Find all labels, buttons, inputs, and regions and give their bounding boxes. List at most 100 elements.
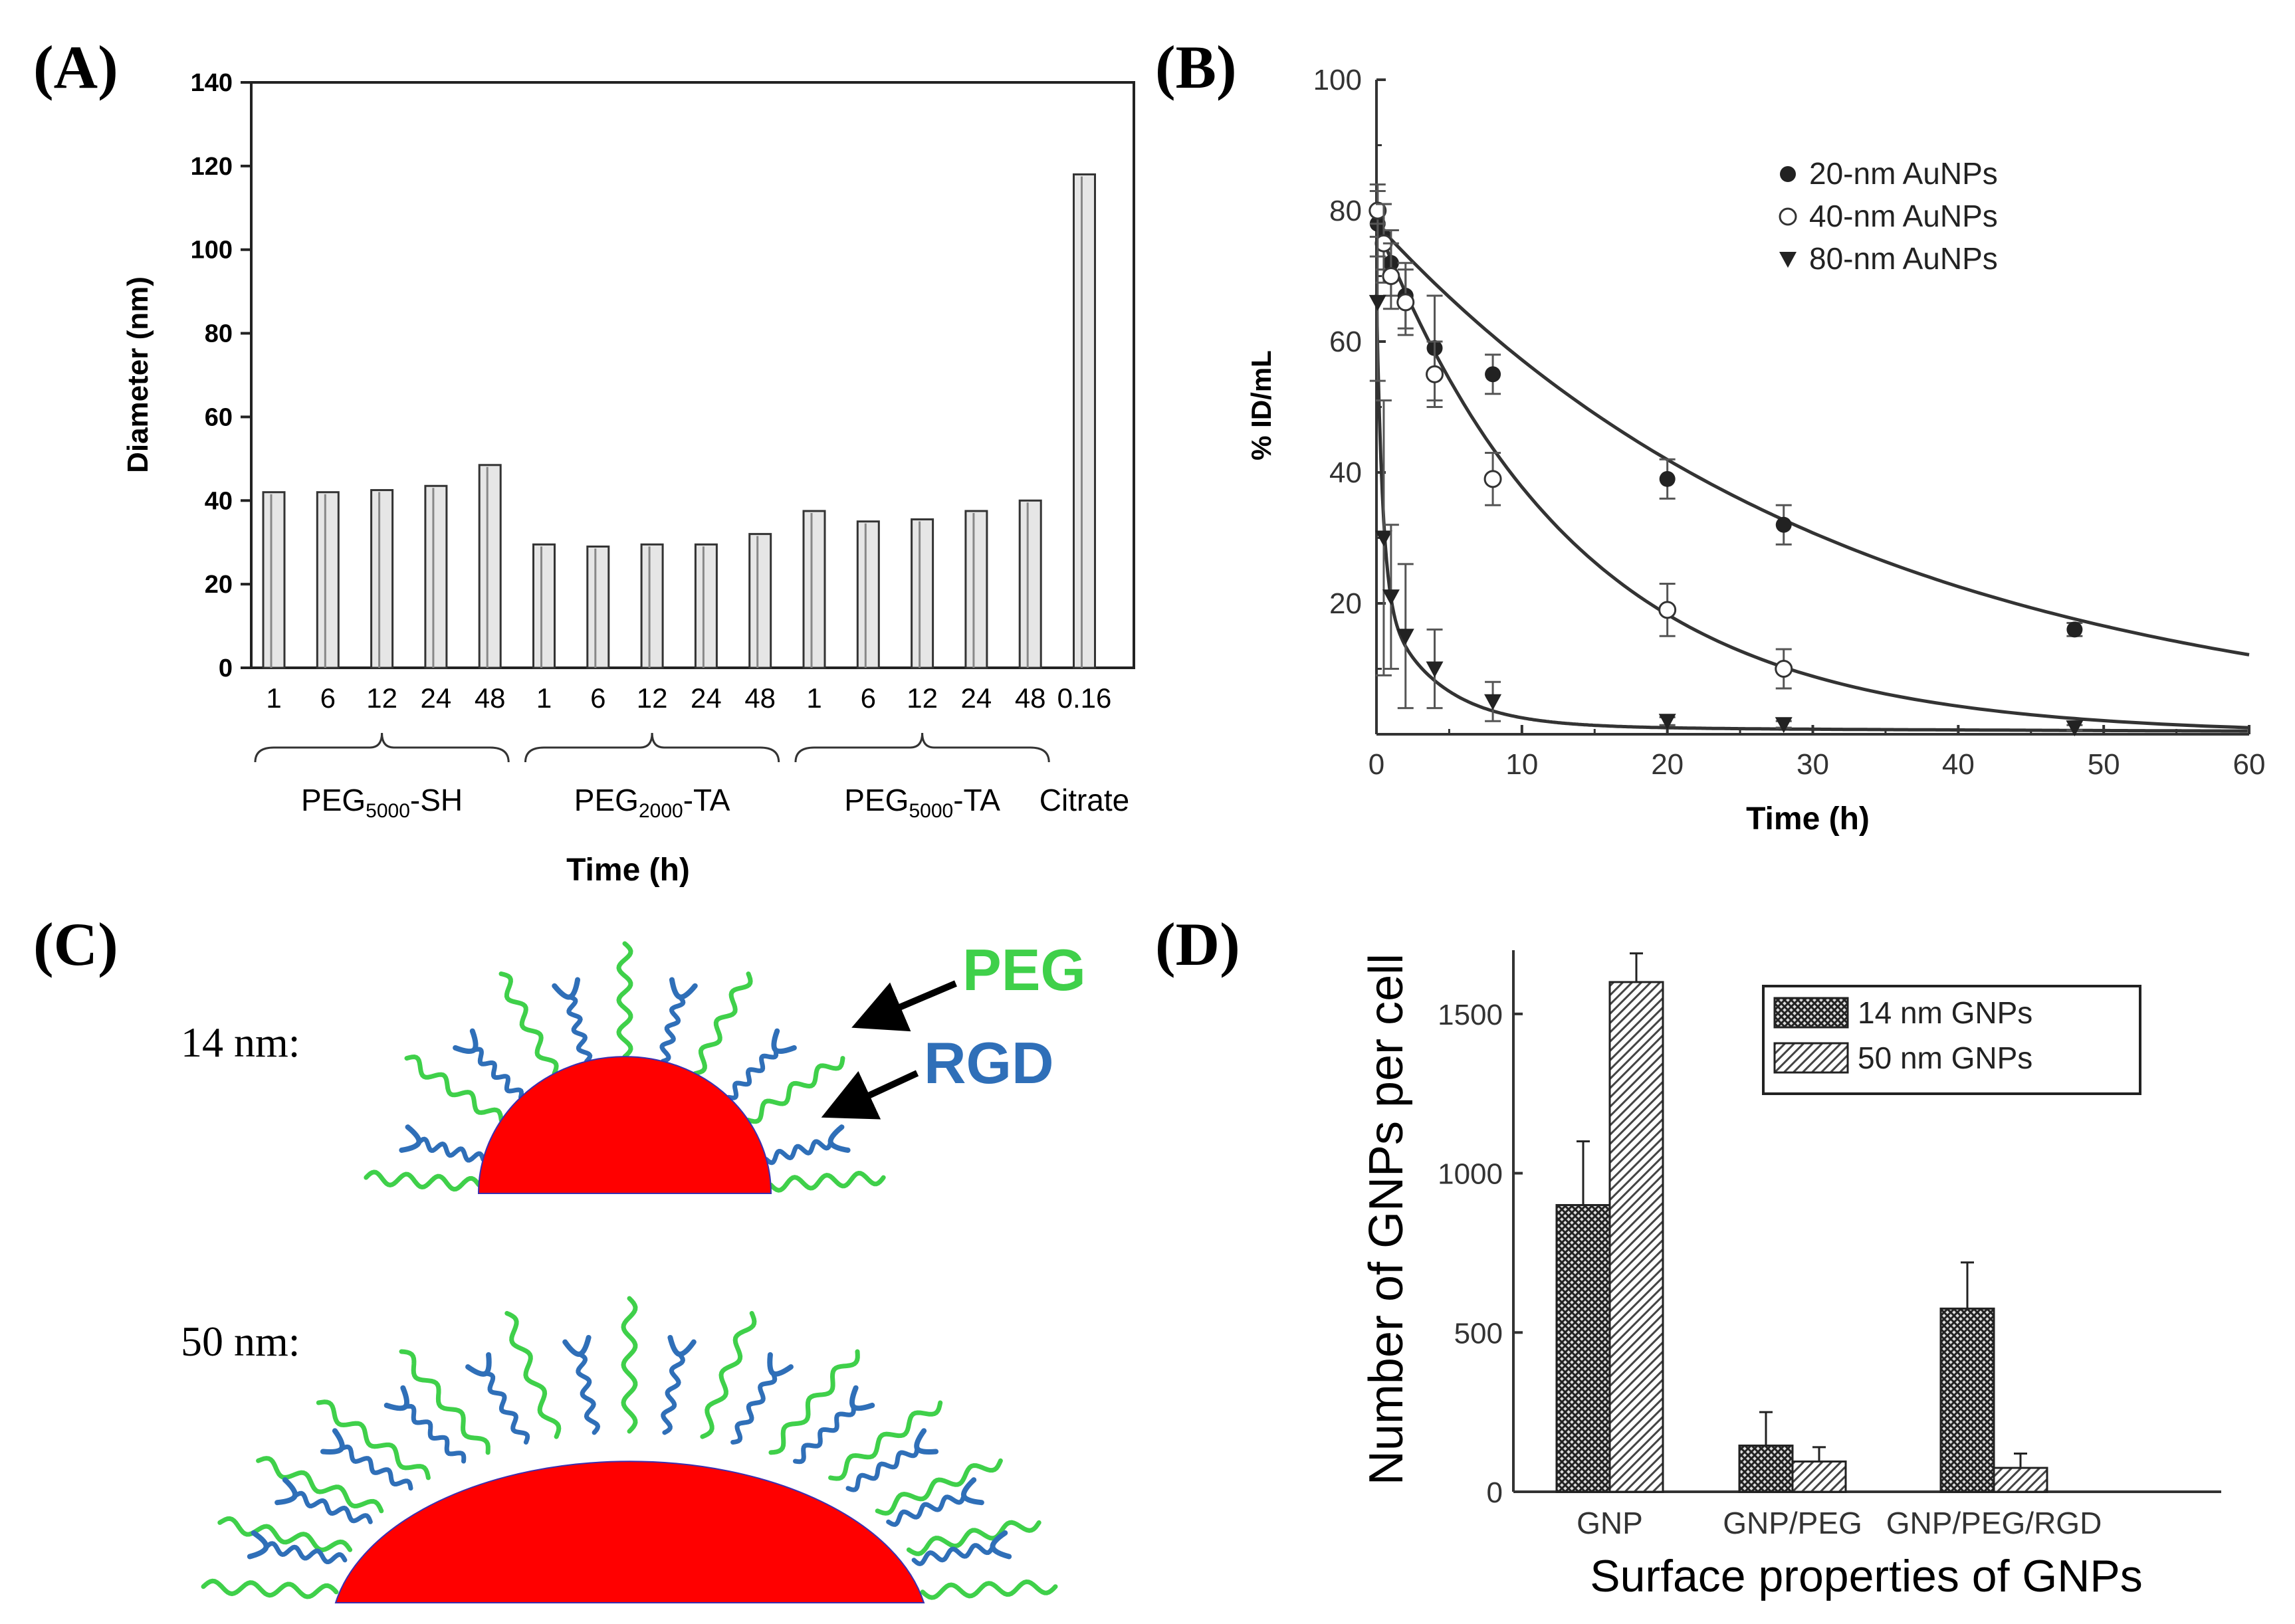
c-rgd-head [827,1124,851,1153]
b-data-point [1374,530,1392,547]
b-data-point [1426,365,1444,383]
c-rgd-head [320,1428,345,1455]
a-bar [370,489,394,669]
c-size-label-50nm: 50 nm: [181,1318,300,1365]
c-rgd-ligand [911,1543,995,1566]
c-rgd-head [399,1124,422,1153]
a-group-label: PEG5000-SH [301,783,463,822]
panel-label-c: (C) [33,910,118,978]
c-peg-chain [768,1349,860,1455]
c-rgd-ligand [730,1371,778,1445]
c-rgd-head [562,1334,592,1357]
b-data-point [1368,294,1386,311]
c-rgd-ligand [661,1352,685,1435]
a-x-tick-label: 48 [744,682,776,714]
a-group-label: PEG5000-TA [844,783,1000,822]
c-rgd-arrow [821,1070,919,1120]
a-y-tick-label: 60 [205,403,233,431]
b-data-point [1775,516,1792,533]
a-bar [694,543,718,669]
c-peg-chain [256,1456,384,1514]
c-rgd-ligand [566,994,593,1064]
b-legend-label: 80-nm AuNPs [1809,241,1998,276]
a-x-tick-label: 6 [320,682,336,714]
a-bar [478,464,502,669]
a-x-tick-label: 48 [475,682,506,714]
d-y-tick-label: 0 [1487,1476,1503,1509]
d-legend-swatch [1773,997,1849,1029]
b-data-point [1396,293,1415,312]
panel-label-b: (B) [1155,33,1237,101]
c-peg-chain [498,971,559,1076]
c-rgd-ligand [292,1490,373,1524]
b-x-axis-label: Time (h) [1746,801,1870,837]
b-legend-marker [1779,252,1797,268]
b-x-tick-label: 20 [1651,748,1684,781]
c-peg-chain [746,1056,845,1124]
d-bar [1791,1460,1847,1493]
a-y-tick-label: 120 [191,153,233,181]
d-x-tick-label: GNP [1577,1506,1643,1540]
c-peg-chain [700,1310,757,1439]
b-data-point [1775,717,1793,734]
b-data-point [1368,201,1387,220]
b-fit-curve [1374,223,2250,730]
d-bar [1993,1467,2048,1493]
c-rgd-head [849,1385,875,1411]
b-data-point [2066,621,2083,638]
a-group-label: Citrate [1039,783,1129,817]
a-group-brace [794,732,1050,763]
b-x-tick-label: 0 [1368,748,1384,781]
b-data-point [1396,629,1414,645]
c-peg-chain [920,1579,1058,1600]
b-fit-curve [1374,294,2248,733]
a-y-tick-label: 20 [205,571,233,599]
d-y-tick-label: 500 [1454,1317,1503,1350]
b-x-tick-label: 10 [1505,748,1538,781]
b-data-point [1382,267,1400,285]
b-x-tick-label: 30 [1797,748,1829,781]
a-bar [640,543,664,669]
panel-c-diagram: 14 nm: 50 nm: PEG RGD [181,937,1086,1603]
b-data-point [1382,589,1400,606]
c-rgd-label: RGD [924,1030,1054,1096]
b-data-point [1483,470,1502,488]
c-rgd-head [914,1428,939,1455]
c-core-50nm [334,1461,925,1603]
a-y-tick-label: 100 [191,237,233,264]
panel-d-chart: 0 500 1000 1500 GNP GNP/PEG GNP/PEG/RGD 14 nm… [1360,950,2221,1601]
a-y-tick-label: 80 [205,320,233,348]
a-x-tick-label: 0.16 [1057,682,1112,714]
c-peg-chain [217,1516,353,1553]
c-peg-chain [693,971,753,1076]
c-peg-chain [621,1296,638,1434]
a-group-brace [254,732,510,763]
a-x-tick-label: 12 [907,682,938,714]
c-peg-chain [364,1169,481,1192]
b-data-point [1426,661,1444,678]
panel-a-chart: 0 20 40 60 80 100 120 140 1 6 12 24 48 1 6 12 24 48 1 6 12 2… [122,69,1135,888]
b-legend-marker [1780,166,1796,182]
c-peg-label: PEG [962,937,1086,1003]
c-peg-arrow [851,980,957,1032]
b-legend-marker [1779,207,1797,226]
a-plot-frame [250,81,1135,669]
d-legend-label: 14 nm GNPs [1858,995,2032,1030]
a-x-tick-label: 1 [266,682,281,714]
c-rgd-ligand [886,1493,966,1527]
c-rgd-ligand [845,1446,920,1492]
c-peg-chain [504,1310,562,1439]
b-data-point [1485,366,1501,383]
a-x-tick-label: 12 [366,682,397,714]
a-bar [316,491,340,669]
b-y-axis-label: % ID/mL [1246,350,1277,460]
c-rgd-head [667,1334,697,1357]
a-bar [586,546,610,669]
c-peg-chain [768,1170,886,1193]
c-peg-chain [875,1458,1003,1516]
a-bar [748,533,772,669]
a-bar [1018,499,1042,669]
c-rgd-ligand [483,1371,530,1445]
b-data-point [2066,720,2084,737]
a-x-tick-label: 24 [421,682,452,714]
